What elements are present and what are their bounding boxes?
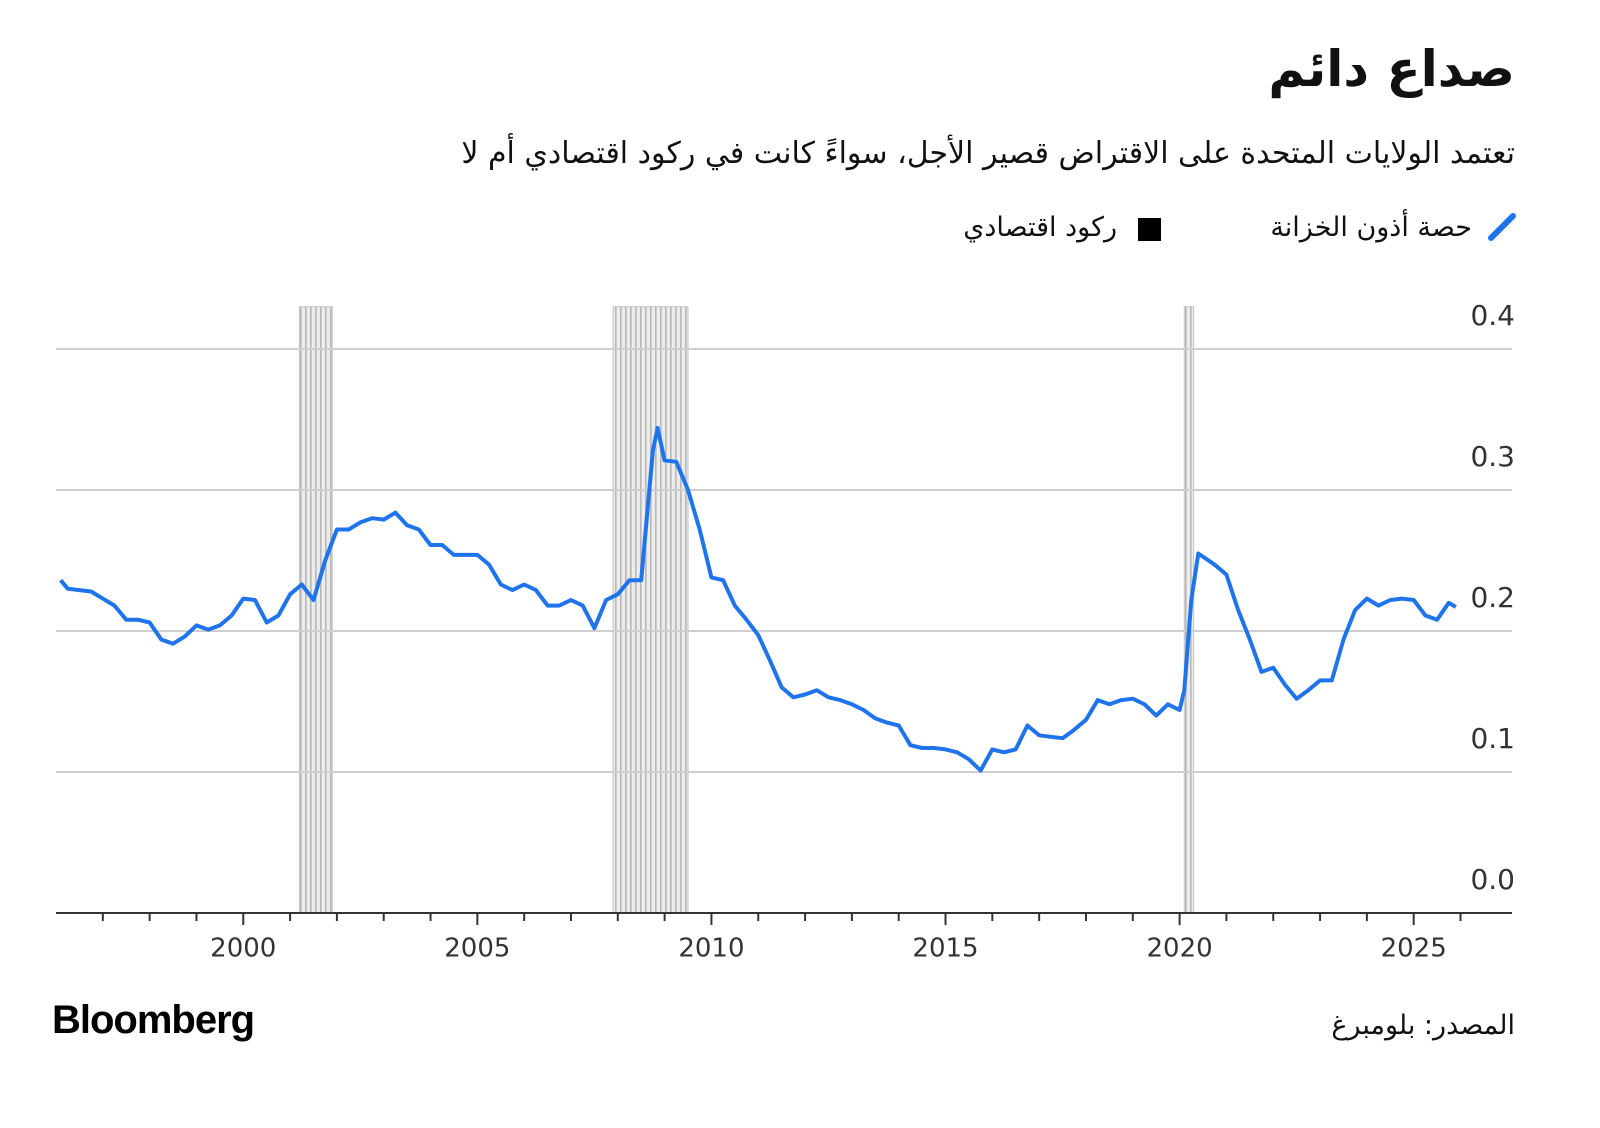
y-tick-label: 0.4 (1470, 299, 1515, 332)
source-note: المصدر: بلومبرغ (1331, 1010, 1515, 1041)
x-tick-label: 2010 (678, 934, 744, 964)
y-tick-label: 0.2 (1470, 581, 1515, 614)
legend-icon-line (1487, 212, 1517, 242)
recession-band (1183, 306, 1195, 914)
x-tick-label: 2020 (1147, 934, 1213, 964)
legend-swatch-recession (1138, 218, 1161, 241)
data-line (59, 426, 1457, 773)
x-tick-label: 2015 (912, 934, 978, 964)
legend-icon-svg (1488, 213, 1516, 241)
legend-label-recession: ركود اقتصادي (963, 212, 1117, 243)
x-tick-label: 2000 (210, 934, 276, 964)
legend-swatch (1488, 213, 1516, 241)
brand-logo: Bloomberg (52, 998, 255, 1042)
x-tick-label: 2025 (1381, 934, 1447, 964)
chart-title: صداع دائم (1268, 40, 1515, 98)
chart-subtitle: تعتمد الولايات المتحدة على الاقتراض قصير… (461, 136, 1515, 171)
recession-band (298, 306, 333, 914)
y-tick-label: 0.1 (1470, 722, 1515, 755)
x-tick-label: 2005 (444, 934, 510, 964)
recession-band (612, 306, 689, 914)
y-tick-label: 0.0 (1470, 863, 1515, 896)
legend-label: حصة أذون الخزانة (1270, 212, 1472, 243)
y-tick-label: 0.3 (1470, 440, 1515, 473)
